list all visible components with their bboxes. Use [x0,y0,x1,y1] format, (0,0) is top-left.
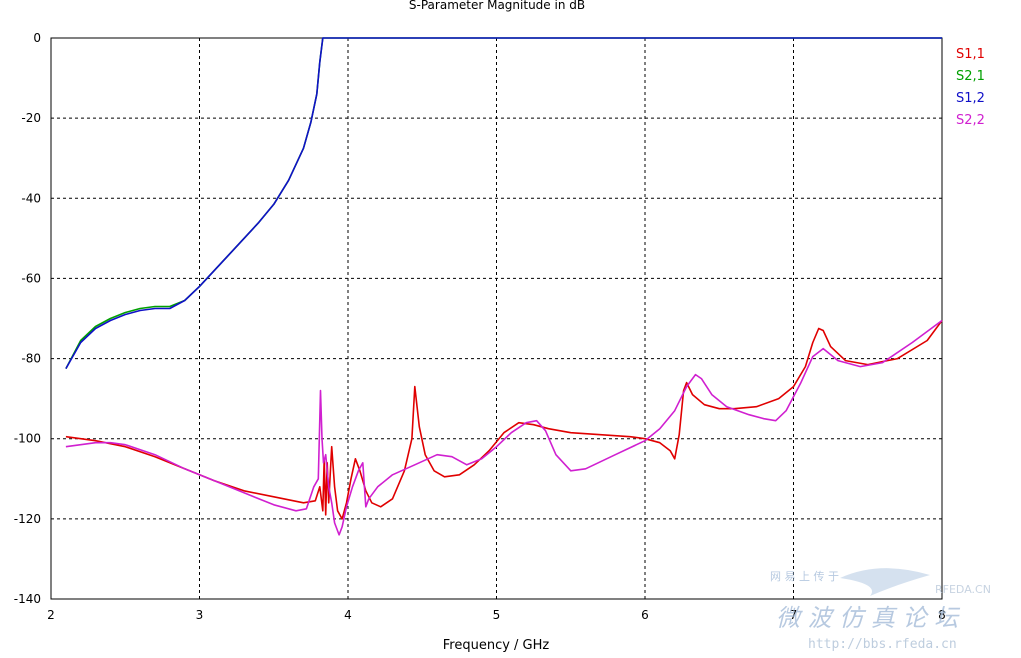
x-tick-label: 7 [790,608,798,622]
x-tick-labels: 2 3 4 5 6 7 8 [47,608,946,622]
y-tick-labels: 0 -20 -40 -60 -80 -100 -120 -140 [14,31,41,606]
series-lines [65,37,943,536]
x-tick-label: 2 [47,608,55,622]
legend-entry: S1,1 [956,47,985,62]
x-axis-label: Frequency / GHz [443,638,550,653]
y-tick-label: -140 [14,592,41,606]
x-tick-label: 8 [938,608,946,622]
watermark: 网 易 上 传 于 RFEDA.CN 微 波 仿 真 论 坛 http://bb… [770,568,991,652]
watermark-cn: 微 波 仿 真 论 坛 [776,604,961,632]
y-tick-label: -40 [21,191,41,205]
x-tick-label: 3 [196,608,204,622]
x-tick-label: 5 [493,608,501,622]
y-tick-label: -20 [21,111,41,125]
x-tick-label: 4 [344,608,352,622]
y-tick-label: -100 [14,432,41,446]
legend-entry: S2,1 [956,69,985,84]
legend-entry: S1,2 [956,91,985,106]
series-line-s1-1 [65,320,943,520]
watermark-url: http://bbs.rfeda.cn [808,637,957,652]
watermark-wing-icon [840,568,930,596]
x-tick-label: 6 [641,608,649,622]
chart-title: S-Parameter Magnitude in dB [409,0,585,12]
watermark-line1: 网 易 上 传 于 [770,570,839,583]
legend-entry: S2,2 [956,113,985,128]
series-line-s1-2 [65,37,942,369]
watermark-brand: RFEDA.CN [935,583,991,596]
y-tick-label: 0 [33,31,41,45]
y-tick-label: -80 [21,352,41,366]
legend: S1,1 S2,1 S1,2 S2,2 [956,47,985,128]
series-line-s2-2 [65,319,943,536]
grid-lines [51,38,942,599]
y-tick-label: -120 [14,512,41,526]
y-tick-label: -60 [21,271,41,285]
series-line-s2-1 [65,37,942,369]
